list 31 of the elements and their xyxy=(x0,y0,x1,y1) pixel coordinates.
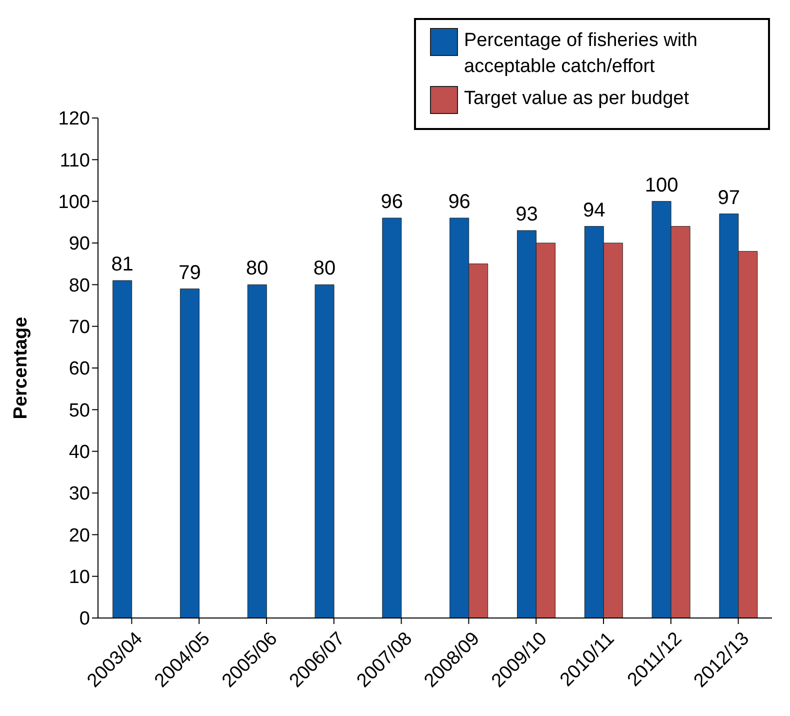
data-label: 96 xyxy=(380,191,404,213)
data-label: 94 xyxy=(583,199,606,222)
y-tick-label: 120 xyxy=(58,108,90,130)
data-label: 93 xyxy=(516,204,538,226)
y-tick-label: 10 xyxy=(68,567,90,588)
bar xyxy=(382,218,402,618)
bar xyxy=(180,288,200,618)
legend-label: Percentage of fisheries with acceptable catch/effort xyxy=(464,29,698,79)
y-tick-label: 50 xyxy=(68,400,90,422)
y-tick-label: 80 xyxy=(68,275,90,296)
y-tick-label: 60 xyxy=(68,358,90,380)
data-label: 79 xyxy=(178,262,201,284)
y-axis-title: Percentage xyxy=(10,316,32,420)
y-tick-label: 40 xyxy=(68,442,90,464)
y-tick-label: 90 xyxy=(68,234,90,255)
legend-label: Target value as per budget xyxy=(464,87,689,111)
y-tick-label: 30 xyxy=(68,484,90,505)
bar xyxy=(314,284,334,618)
y-tick-label: 70 xyxy=(68,317,90,338)
data-label: 81 xyxy=(111,254,134,276)
data-label: 96 xyxy=(448,191,470,213)
y-tick-label: 20 xyxy=(68,525,90,546)
y-tick-label: 100 xyxy=(58,192,90,214)
data-label: 80 xyxy=(313,258,336,280)
data-label: 97 xyxy=(718,186,740,209)
data-label: 80 xyxy=(246,258,268,280)
bar xyxy=(112,280,132,618)
y-tick-label: 110 xyxy=(60,150,90,172)
bar xyxy=(247,284,267,618)
y-tick-label: 0 xyxy=(79,608,90,630)
data-label: 100 xyxy=(644,174,678,196)
